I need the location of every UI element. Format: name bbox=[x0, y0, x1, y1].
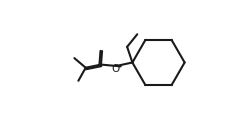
Text: O: O bbox=[111, 64, 119, 74]
